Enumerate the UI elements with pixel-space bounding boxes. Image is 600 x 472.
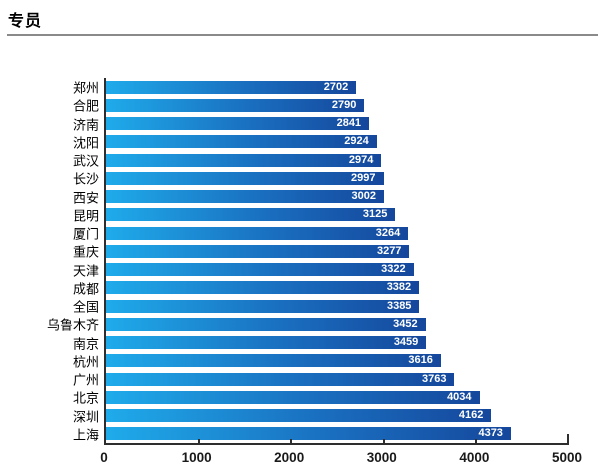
- bar: 2841: [106, 117, 370, 131]
- category-label: 南京: [72, 336, 99, 352]
- bar-value-label: 3002: [351, 190, 376, 203]
- category-label: 郑州: [72, 80, 99, 96]
- chart-row: 厦门 3264: [73, 224, 569, 242]
- bar-value-label: 2841: [336, 117, 362, 130]
- category-label: 厦门: [72, 226, 99, 242]
- bar-value-label: 3125: [362, 208, 388, 221]
- chart-row: 深圳 4162: [73, 407, 569, 425]
- bar: 3382: [106, 281, 420, 295]
- bar-value-label: 2997: [351, 171, 376, 184]
- bar: 3002: [106, 190, 384, 204]
- bar-value-label: 3264: [375, 226, 401, 239]
- axis-tick: [382, 439, 385, 443]
- category-label: 上海: [72, 427, 99, 443]
- bar-value-label: 2974: [348, 153, 374, 166]
- chart-row: 乌鲁木齐 3452: [47, 315, 569, 333]
- chart-row: 合肥 2790: [73, 96, 569, 114]
- category-label: 深圳: [72, 409, 99, 425]
- bar: 3459: [106, 336, 427, 350]
- bar-value-label: 3452: [393, 317, 418, 330]
- bar: 2702: [106, 80, 357, 94]
- bar: 3385: [106, 299, 420, 313]
- x-tick-label: 0: [100, 450, 108, 465]
- axis-tick: [197, 439, 200, 443]
- axis-tick: [475, 439, 478, 443]
- chart-row: 长沙 2997: [73, 169, 569, 187]
- bar-value-label: 2702: [323, 80, 349, 93]
- bar-value-label: 3322: [381, 263, 406, 276]
- bar: 3125: [106, 208, 396, 222]
- bar-value-label: 3616: [408, 354, 433, 367]
- bar: 2924: [106, 135, 377, 149]
- chart-title: 专员: [8, 13, 43, 30]
- bar: 3763: [106, 372, 455, 386]
- category-label: 昆明: [72, 208, 99, 224]
- x-tick-label: 3000: [366, 450, 397, 465]
- bar-value-label: 3382: [386, 281, 412, 294]
- bar-value-label: 3459: [393, 336, 419, 349]
- bar-value-label: 4162: [458, 409, 484, 422]
- chart-row: 全国 3385: [73, 297, 569, 315]
- category-label: 北京: [72, 390, 99, 406]
- chart-row: 杭州 3616: [73, 352, 569, 370]
- bar-rows: 郑州 2702 合肥 2790 济南 2841 沈阳 2924 武汉 2974 …: [47, 78, 569, 443]
- category-label: 全国: [72, 299, 99, 315]
- bar-value-label: 4034: [447, 390, 472, 403]
- bar-value-label: 2790: [331, 98, 357, 111]
- chart-row: 上海 4373: [73, 425, 569, 443]
- x-tick-label: 5000: [551, 450, 583, 465]
- bar: 4162: [106, 409, 492, 423]
- x-tick-label: 4000: [459, 450, 490, 465]
- chart-row: 成都 3382: [73, 279, 569, 297]
- category-label: 重庆: [72, 244, 99, 260]
- bar: 3322: [106, 263, 414, 277]
- x-tick-label: 2000: [274, 450, 305, 465]
- bar: 3277: [106, 244, 410, 258]
- category-label: 广州: [72, 372, 99, 388]
- bar-value-label: 3277: [376, 244, 402, 257]
- category-label: 长沙: [72, 171, 99, 187]
- chart-row: 天津 3322: [73, 261, 569, 279]
- chart-row: 西安 3002: [73, 188, 569, 206]
- category-label: 合肥: [72, 98, 99, 114]
- chart-row: 昆明 3125: [73, 206, 569, 224]
- title-divider: [7, 34, 598, 36]
- bar: 2997: [106, 171, 384, 185]
- category-label: 西安: [72, 190, 99, 206]
- chart-row: 北京 4034: [73, 388, 569, 406]
- bar: 4373: [106, 427, 511, 441]
- chart-row: 沈阳 2924: [73, 133, 569, 151]
- bar: 4034: [106, 390, 480, 404]
- category-label: 武汉: [72, 153, 99, 169]
- bar: 2974: [106, 153, 382, 167]
- plot-area: 郑州 2702 合肥 2790 济南 2841 沈阳 2924 武汉 2974 …: [47, 78, 569, 445]
- bar: 3452: [106, 317, 426, 331]
- axis-tick: [567, 434, 569, 443]
- chart-row: 郑州 2702: [73, 78, 569, 96]
- chart-row: 济南 2841: [73, 115, 569, 133]
- bar-value-label: 4373: [478, 427, 503, 440]
- bar: 3264: [106, 226, 409, 240]
- chart-row: 武汉 2974: [73, 151, 569, 169]
- category-label: 杭州: [72, 354, 99, 370]
- x-axis-labels: 0 1000 2000 3000 4000 5000: [100, 450, 582, 468]
- axis-tick: [290, 439, 293, 443]
- category-label: 成都: [72, 281, 99, 297]
- bar-value-label: 3385: [386, 299, 412, 312]
- chart-row: 南京 3459: [73, 334, 569, 352]
- x-tick-label: 1000: [181, 450, 212, 465]
- bar-value-label: 2924: [344, 135, 369, 148]
- category-label: 沈阳: [72, 135, 99, 151]
- chart-row: 重庆 3277: [73, 242, 569, 260]
- chart-row: 广州 3763: [73, 370, 569, 388]
- category-label: 天津: [72, 263, 99, 279]
- bar-value-label: 3763: [421, 372, 447, 385]
- category-label: 济南: [72, 117, 99, 133]
- bar: 3616: [106, 354, 441, 368]
- category-label: 乌鲁木齐: [46, 317, 99, 333]
- bar: 2790: [106, 98, 365, 112]
